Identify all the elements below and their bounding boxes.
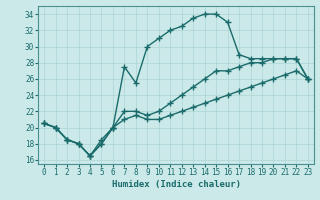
X-axis label: Humidex (Indice chaleur): Humidex (Indice chaleur) [111, 180, 241, 189]
